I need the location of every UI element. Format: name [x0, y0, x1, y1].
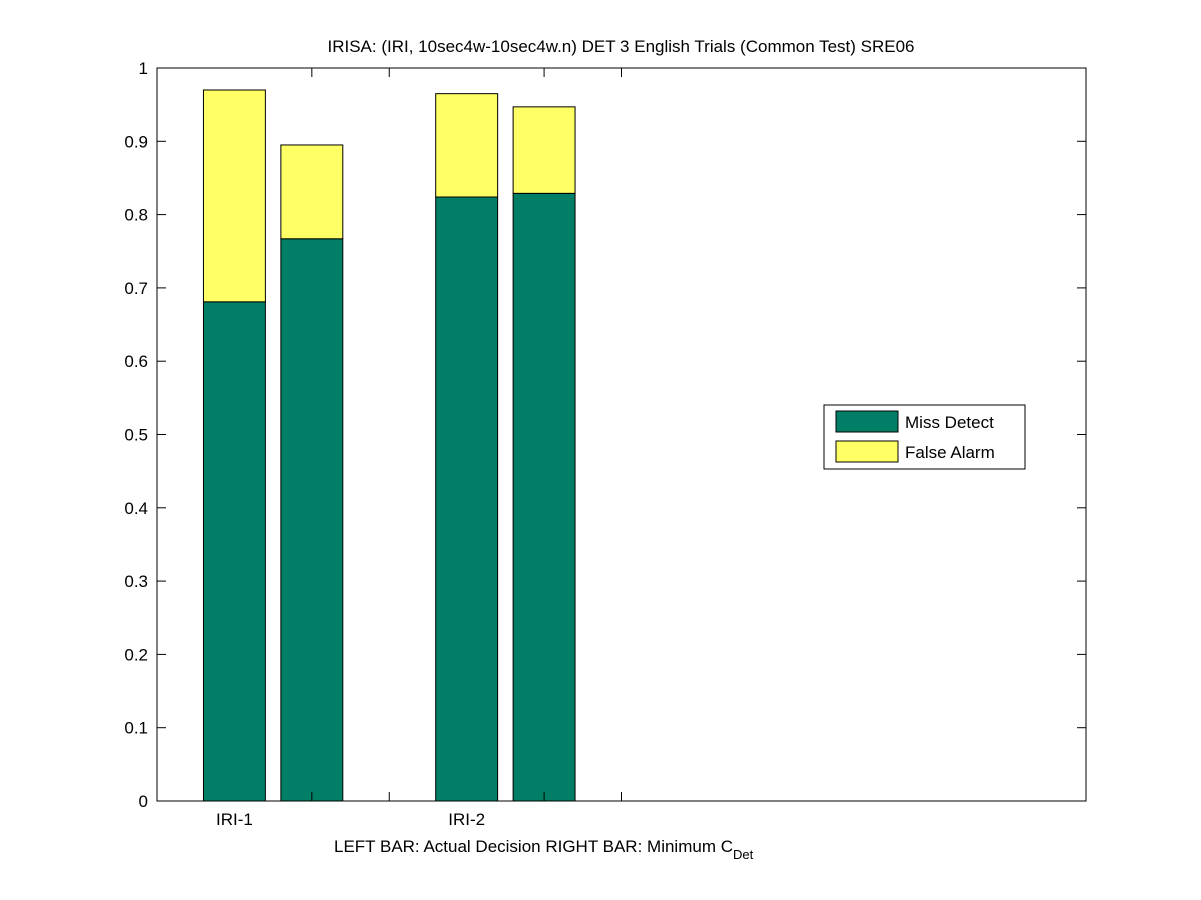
y-tick-label-5: 0.5 [124, 426, 148, 445]
ticks-layer [157, 67, 1086, 802]
legend: Miss Detect False Alarm [823, 404, 1026, 470]
y-tick-label-3: 0.3 [124, 572, 148, 591]
bar-miss-detect-1 [202, 301, 266, 802]
x-axis-label-main: LEFT BAR: Actual Decision RIGHT BAR: Min… [334, 837, 733, 856]
bar-false-alarm-1 [202, 89, 266, 303]
y-tick-label-10: 1 [139, 59, 148, 78]
group-labels: IRI-1 IRI-2 [216, 810, 485, 829]
y-tick-label-7: 0.7 [124, 279, 148, 298]
bar-false-alarm-4 [512, 106, 576, 194]
x-axis-label: LEFT BAR: Actual Decision RIGHT BAR: Min… [334, 837, 754, 862]
y-tick-label-4: 0.4 [124, 499, 148, 518]
bar-miss-detect-2 [280, 238, 344, 802]
legend-label-miss-detect: Miss Detect [905, 413, 994, 432]
chart-title: IRISA: (IRI, 10sec4w-10sec4w.n) DET 3 En… [327, 37, 914, 56]
legend-swatch-miss-detect [835, 410, 899, 433]
y-tick-labels: 0 0.1 0.2 0.3 0.4 0.5 0.6 0.7 0.8 0.9 1 [124, 59, 148, 811]
y-tick-label-0: 0 [139, 792, 148, 811]
bar-false-alarm-2 [280, 144, 344, 240]
y-tick-label-2: 0.2 [124, 645, 148, 664]
y-tick-label-8: 0.8 [124, 206, 148, 225]
legend-swatch-false-alarm [835, 440, 899, 463]
y-tick-label-1: 0.1 [124, 719, 148, 738]
y-tick-label-9: 0.9 [124, 132, 148, 151]
x-group-label-2: IRI-2 [448, 810, 485, 829]
y-tick-label-6: 0.6 [124, 352, 148, 371]
bar-false-alarm-3 [435, 93, 499, 198]
legend-label-false-alarm: False Alarm [905, 443, 995, 462]
bar-miss-detect-3 [435, 196, 499, 802]
x-axis-label-subscript: Det [733, 847, 754, 862]
bar-miss-detect-4 [512, 192, 576, 802]
x-group-label-1: IRI-1 [216, 810, 253, 829]
bars-layer [202, 89, 576, 802]
